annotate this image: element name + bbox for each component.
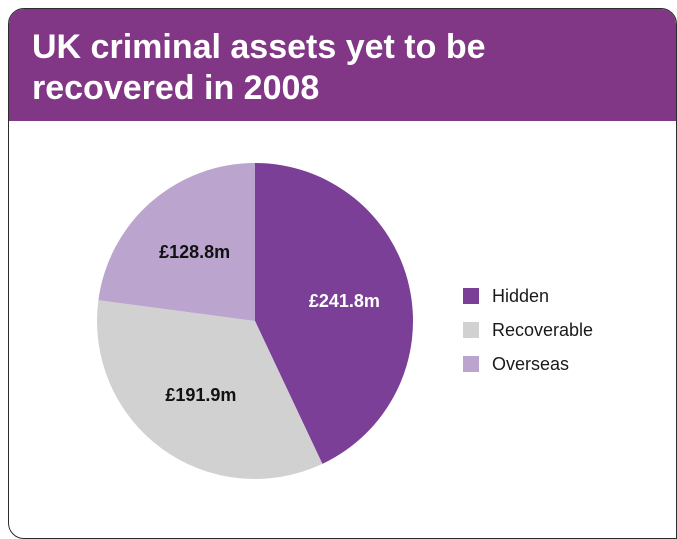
chart-legend: Hidden Recoverable Overseas [463, 279, 593, 381]
data-label-hidden: £241.8m [309, 291, 380, 311]
legend-item-overseas: Overseas [463, 347, 593, 381]
chart-card: UK criminal assets yet to be recovered i… [8, 8, 677, 539]
legend-item-hidden: Hidden [463, 279, 593, 313]
legend-item-recoverable: Recoverable [463, 313, 593, 347]
pie-slice-overseas [98, 163, 255, 321]
legend-swatch-recoverable [463, 322, 479, 338]
data-label-recoverable: £191.9m [165, 385, 236, 405]
pie-slice-recoverable [97, 300, 323, 480]
legend-swatch-overseas [463, 356, 479, 372]
chart-title: UK criminal assets yet to be recovered i… [32, 28, 486, 107]
legend-label-recoverable: Recoverable [492, 319, 594, 340]
legend-swatch-hidden [463, 288, 479, 304]
title-banner: UK criminal assets yet to be recovered i… [9, 9, 676, 121]
legend-label-overseas: Overseas [492, 353, 570, 374]
legend-label-hidden: Hidden [492, 285, 550, 306]
data-label-overseas: £128.8m [159, 242, 230, 262]
pie-slice-hidden [255, 163, 414, 464]
